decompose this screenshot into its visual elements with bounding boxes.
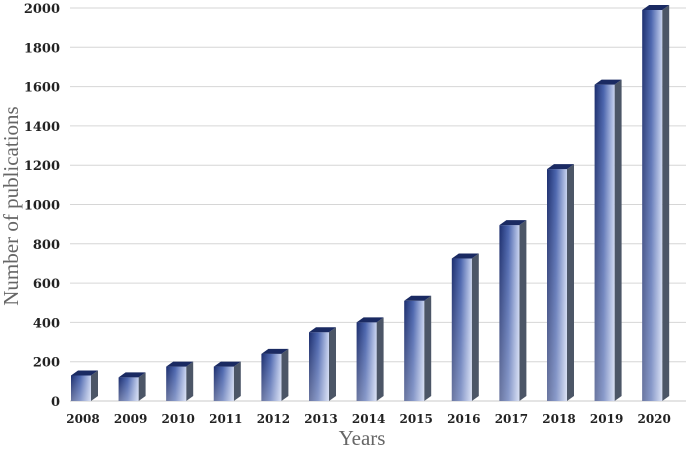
y-tick-label: 600 <box>33 277 60 292</box>
bar-shading <box>404 300 425 401</box>
x-tick-label: 2015 <box>399 412 432 426</box>
x-tick-label: 2014 <box>352 412 385 426</box>
bar-side-face <box>662 4 670 402</box>
bar-shading <box>499 225 520 401</box>
bar-2020 <box>642 4 670 402</box>
bar-top-face <box>642 4 670 10</box>
y-axis-title: Number of publications <box>0 106 23 305</box>
bar-2009 <box>118 372 146 401</box>
bar-shading <box>213 366 234 401</box>
bar-2011 <box>213 361 241 401</box>
bar-shading <box>261 353 282 401</box>
bar-side-face <box>329 327 336 401</box>
bar-2015 <box>404 295 432 401</box>
bar-shading <box>309 332 329 401</box>
y-tick-label: 0 <box>51 395 60 410</box>
bar-side-face <box>376 317 384 401</box>
bar-side-face <box>281 348 289 401</box>
bar-side-face <box>138 372 146 401</box>
y-tick-label: 1200 <box>24 159 60 174</box>
y-tick-label: 2000 <box>24 2 60 17</box>
bar-2014 <box>356 317 384 401</box>
bar-side-face <box>519 220 527 401</box>
bar-top-face <box>261 348 289 354</box>
bar-shading <box>547 169 567 401</box>
bar-side-face <box>91 370 98 401</box>
y-tick-label: 1400 <box>24 120 60 135</box>
gridlines <box>70 7 686 402</box>
x-tick-label: 2008 <box>66 412 99 426</box>
bar-top-face <box>166 361 194 367</box>
x-tick-label: 2011 <box>209 412 242 426</box>
bar-2008 <box>71 370 98 401</box>
x-axis-ticks: 2008 2009 2010 2011 2012 2013 2014 2015 2016 2017… <box>66 412 671 426</box>
x-tick-label: 2013 <box>304 412 337 426</box>
bar-top-face <box>213 361 241 367</box>
y-tick-label: 1600 <box>24 81 60 96</box>
bar-shading <box>594 84 615 401</box>
bar-2017 <box>499 220 527 401</box>
bar-top-face <box>404 295 432 301</box>
bar-2018 <box>547 164 574 401</box>
bar-side-face <box>614 79 622 401</box>
y-tick-label: 1000 <box>24 199 60 214</box>
bar-2012 <box>261 348 289 401</box>
y-axis-ticks: 0 200 400 600 800 1000 1200 1400 1600 1800 2000 <box>24 2 60 410</box>
bar-side-face <box>233 361 241 401</box>
bar-2019 <box>594 79 622 401</box>
bars <box>71 4 670 402</box>
bar-2013 <box>309 327 336 401</box>
bar-shading <box>451 258 472 401</box>
y-tick-label: 400 <box>33 316 60 331</box>
x-tick-label: 2016 <box>447 412 480 426</box>
bar-2010 <box>166 361 194 401</box>
x-tick-label: 2020 <box>637 412 670 426</box>
bar-2016 <box>451 253 479 401</box>
bar-top-face <box>71 370 98 376</box>
bar-shading <box>642 9 663 402</box>
bar-top-face <box>451 253 479 259</box>
bar-top-face <box>309 327 336 333</box>
bar-top-face <box>594 79 622 85</box>
y-tick-label: 800 <box>33 238 60 253</box>
bar-side-face <box>567 164 574 401</box>
x-tick-label: 2010 <box>161 412 194 426</box>
y-tick-label: 200 <box>33 356 60 371</box>
bar-side-face <box>424 295 432 401</box>
x-tick-label: 2019 <box>590 412 623 426</box>
bar-shading <box>166 366 187 401</box>
bar-top-face <box>356 317 384 323</box>
bar-top-face <box>547 164 574 170</box>
bar-shading <box>71 375 91 401</box>
x-tick-label: 2018 <box>542 412 575 426</box>
bar-top-face <box>499 220 527 226</box>
bar-side-face <box>186 361 194 401</box>
bar-shading <box>356 322 377 401</box>
x-tick-label: 2017 <box>495 412 528 426</box>
y-tick-label: 1800 <box>24 41 60 56</box>
x-tick-label: 2012 <box>257 412 290 426</box>
x-axis-title: Years <box>339 426 386 450</box>
x-tick-label: 2009 <box>114 412 147 426</box>
bar-top-face <box>118 372 146 378</box>
bar-shading <box>118 377 139 401</box>
bar-side-face <box>471 253 479 401</box>
